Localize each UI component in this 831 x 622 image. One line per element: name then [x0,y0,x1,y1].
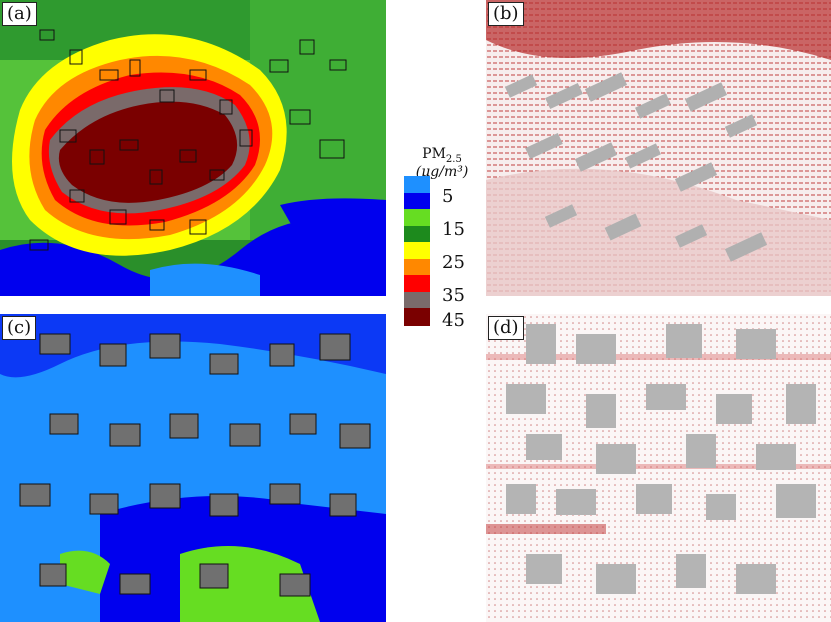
panel-c-label: (c) [2,316,37,340]
legend-swatch [404,308,430,326]
panel-b-map: (b) [486,0,831,296]
panel-d-map: (d) [486,314,831,622]
panel-b-label: (b) [488,2,524,26]
panel-d-svg [486,314,831,622]
legend-swatch [404,258,430,277]
legend-swatch [404,242,430,260]
panel-b-svg [486,0,831,296]
legend-swatch [404,291,430,310]
legend-tick-5: 5 [442,186,454,207]
legend-tick-35: 35 [442,285,465,306]
legend-tick-45: 45 [442,310,465,331]
panel-a-map: (a) [0,0,386,296]
legend-swatch [404,176,430,194]
legend-swatch [404,275,430,293]
panel-a-svg [0,0,386,296]
legend-title: PM2.5 [422,146,462,165]
legend-tick-15: 15 [442,219,465,240]
panel-a-label: (a) [2,2,37,26]
panel-d-label: (d) [488,316,524,340]
legend-tick-25: 25 [442,252,465,273]
legend-swatch [404,192,430,211]
panel-c-svg [0,314,386,622]
pm25-legend: PM2.5 (μg/m³) 5 15 25 35 45 [392,146,484,336]
legend-swatch [404,225,430,244]
panel-c-map: (c) [0,314,386,622]
legend-swatch [404,209,430,227]
